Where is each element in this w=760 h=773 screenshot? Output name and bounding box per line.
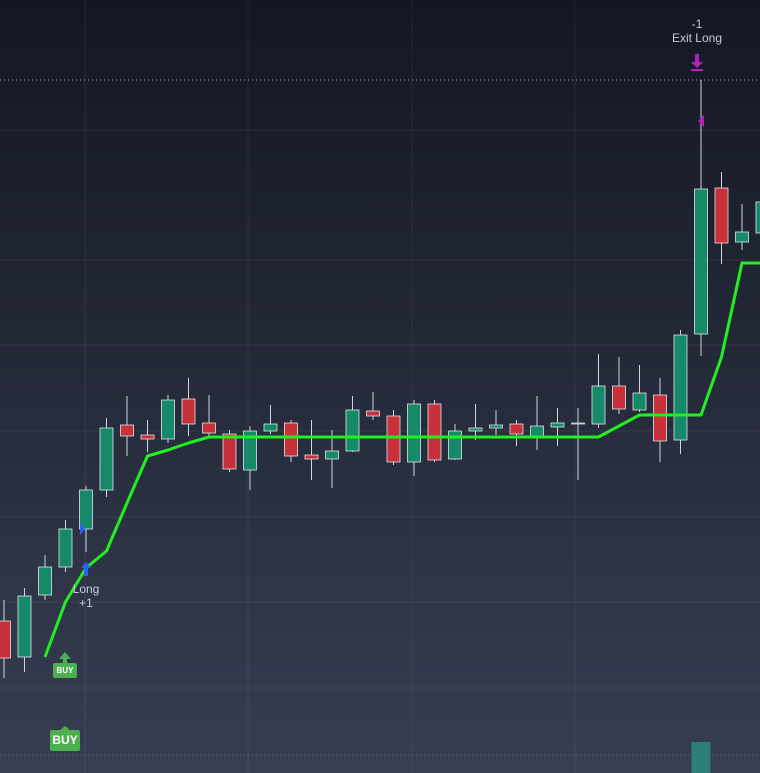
buy-badge-small: [53, 663, 77, 678]
candle-body: [345, 409, 360, 452]
buy-small: BUY: [57, 666, 75, 675]
long-label: Long: [73, 582, 100, 596]
candle-body: [140, 434, 155, 440]
buy-badge: [50, 730, 80, 751]
stop-line: [43, 261, 760, 658]
candle-body: [673, 334, 688, 441]
candle-body: [181, 398, 196, 425]
candle-body: [735, 231, 749, 243]
candle-body: [755, 201, 760, 234]
candle-body: [571, 422, 585, 425]
candle-body: [448, 430, 462, 460]
exit-marker: [698, 115, 704, 127]
long-arrow: [81, 562, 91, 576]
candle-body: [161, 399, 175, 440]
candle-body: [509, 423, 524, 435]
candle-body: [243, 430, 257, 471]
candle-body: [427, 403, 442, 461]
candle-body: [632, 392, 647, 411]
candle-body: [694, 188, 708, 335]
entry-marker: [80, 523, 85, 535]
candle-body: [468, 427, 483, 432]
candle-body: [99, 427, 114, 491]
candle-body: [489, 424, 503, 429]
exit-count: -1: [692, 17, 703, 31]
candle-body: [407, 403, 421, 463]
long-count: +1: [79, 596, 93, 610]
candle-body: [202, 422, 216, 434]
candle-body: [263, 423, 278, 432]
candle-body: [304, 454, 319, 460]
candle-body: [386, 415, 401, 463]
candle-body: [366, 410, 380, 417]
buy-pointer: [59, 726, 71, 731]
exit-arrow: [691, 54, 703, 71]
plot: [0, 80, 760, 773]
candle-body: [612, 385, 626, 410]
candle-body: [530, 425, 544, 437]
candle-body: [325, 450, 339, 460]
candle-body: [714, 187, 729, 244]
volume-bar: [691, 742, 711, 773]
candle-body: [653, 394, 667, 442]
exit-label: Exit Long: [672, 31, 722, 45]
buy: BUY: [52, 733, 77, 747]
candle-body: [58, 528, 73, 568]
candle-body: [550, 422, 565, 428]
candle-body: [120, 424, 134, 437]
candle-body: [0, 620, 11, 659]
candle-body: [17, 595, 32, 658]
candle-body: [79, 489, 93, 530]
buy-arrow: [59, 652, 71, 663]
candle-body: [38, 566, 52, 596]
candle-body: [222, 433, 237, 470]
candle-body: [284, 422, 298, 457]
candle-body: [591, 385, 606, 425]
